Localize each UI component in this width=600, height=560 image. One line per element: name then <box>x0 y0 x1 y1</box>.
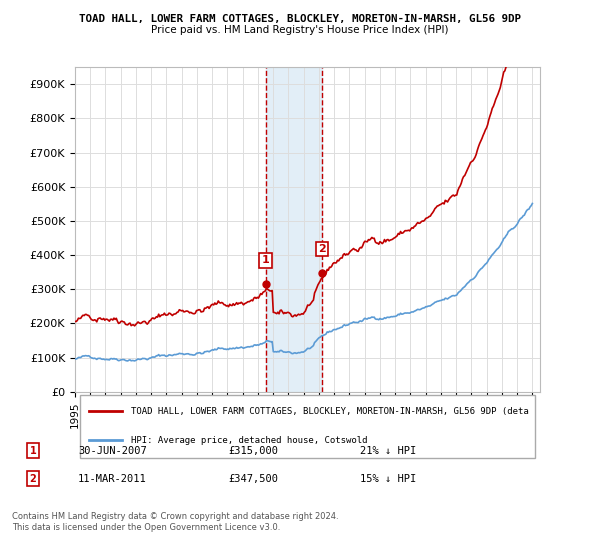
Text: Contains HM Land Registry data © Crown copyright and database right 2024.
This d: Contains HM Land Registry data © Crown c… <box>12 512 338 532</box>
Text: TOAD HALL, LOWER FARM COTTAGES, BLOCKLEY, MORETON-IN-MARSH, GL56 9DP: TOAD HALL, LOWER FARM COTTAGES, BLOCKLEY… <box>79 14 521 24</box>
Text: 15% ↓ HPI: 15% ↓ HPI <box>360 474 416 484</box>
Text: 1: 1 <box>29 446 37 456</box>
Text: HPI: Average price, detached house, Cotswold: HPI: Average price, detached house, Cots… <box>131 436 367 445</box>
Text: 30-JUN-2007: 30-JUN-2007 <box>78 446 147 456</box>
Text: Price paid vs. HM Land Registry's House Price Index (HPI): Price paid vs. HM Land Registry's House … <box>151 25 449 35</box>
Text: 11-MAR-2011: 11-MAR-2011 <box>78 474 147 484</box>
FancyBboxPatch shape <box>80 395 535 458</box>
Text: TOAD HALL, LOWER FARM COTTAGES, BLOCKLEY, MORETON-IN-MARSH, GL56 9DP (deta: TOAD HALL, LOWER FARM COTTAGES, BLOCKLEY… <box>131 407 529 416</box>
Text: 1: 1 <box>262 255 269 265</box>
Text: 21% ↓ HPI: 21% ↓ HPI <box>360 446 416 456</box>
Text: £315,000: £315,000 <box>228 446 278 456</box>
Bar <box>266 67 322 392</box>
Text: 2: 2 <box>29 474 37 484</box>
Text: £347,500: £347,500 <box>228 474 278 484</box>
Text: 2: 2 <box>318 244 326 254</box>
